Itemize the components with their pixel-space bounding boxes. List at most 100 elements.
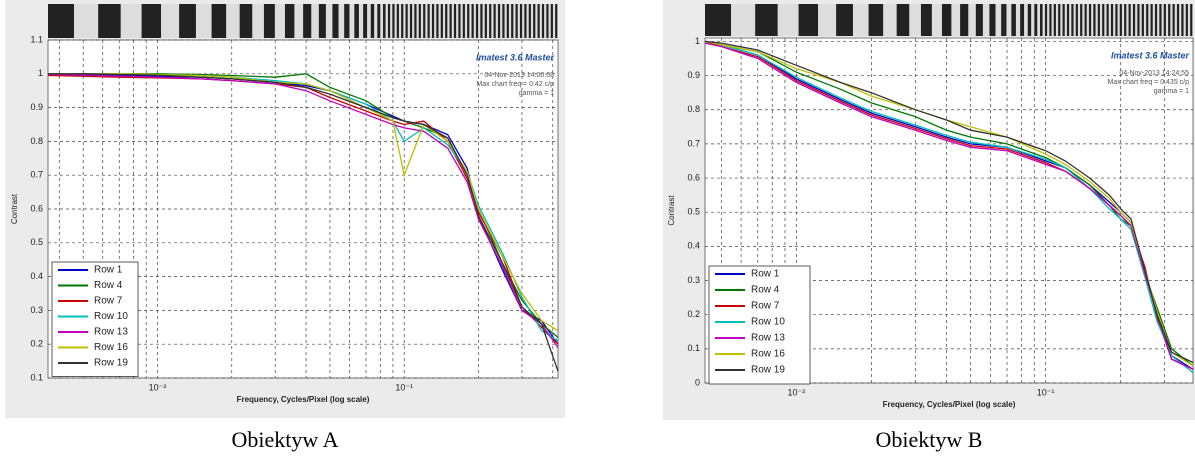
stripe: [406, 4, 408, 38]
y-tick-label: 1.1: [30, 34, 43, 44]
stripe: [240, 4, 253, 38]
stripe: [410, 4, 412, 38]
stripe: [489, 4, 491, 38]
stripe: [538, 4, 540, 38]
stripe: [463, 4, 465, 38]
stripe: [1142, 4, 1144, 36]
y-tick-label: 0.7: [687, 138, 700, 148]
stripe: [485, 4, 487, 38]
legend-label: Row 10: [751, 317, 785, 328]
stripe: [1085, 4, 1087, 36]
stripe: [445, 4, 447, 38]
x-tick-label: 10⁻¹: [395, 382, 413, 392]
legend-label: Row 4: [94, 280, 123, 291]
stripe: [303, 4, 311, 38]
y-tick-label: 0.5: [30, 237, 43, 247]
y-tick-label: 0.1: [687, 343, 700, 353]
stripe: [705, 4, 731, 36]
stripe: [1107, 4, 1109, 36]
legend-label: Row 19: [751, 365, 785, 376]
stripe: [551, 4, 553, 38]
annotation: Imatest 3.6 Master: [476, 52, 555, 62]
legend-label: Row 10: [94, 311, 128, 322]
stripe: [142, 4, 161, 38]
stripe: [1093, 4, 1095, 36]
stripe: [529, 4, 531, 38]
annotation: Max chart freq = 0.435 c/p: [1107, 79, 1189, 86]
y-axis-label: Contrast: [667, 195, 676, 226]
legend-label: Row 7: [94, 296, 123, 307]
legend-label: Row 19: [94, 358, 128, 369]
legend-label: Row 13: [94, 327, 128, 338]
legend-label: Row 4: [751, 285, 780, 296]
stripe: [942, 4, 951, 36]
stripe: [1071, 4, 1073, 36]
stripe: [371, 4, 374, 38]
caption: Obiektyw A: [232, 427, 339, 452]
legend-label: Row 1: [94, 265, 123, 276]
stripe: [960, 4, 968, 36]
stripe: [1133, 4, 1135, 36]
stripe: [98, 4, 120, 38]
y-tick-label: 0.6: [30, 203, 43, 213]
stripe: [869, 4, 884, 36]
stripe: [976, 4, 983, 36]
y-tick-label: 0.9: [30, 102, 43, 112]
y-tick-label: 0.8: [30, 136, 43, 146]
y-tick-label: 0.2: [30, 339, 43, 349]
stripe: [1028, 4, 1031, 36]
annotation: gamma = 1: [519, 90, 554, 97]
y-tick-label: 0.4: [30, 271, 43, 281]
y-tick-label: 1: [695, 36, 700, 46]
y-tick-label: 0.7: [30, 170, 43, 180]
stripe: [1049, 4, 1051, 36]
stripe: [755, 4, 777, 36]
annotation: Max chart freq = 0.42 c/p: [476, 81, 554, 88]
page: 0.1 0.2 0.3 0.4 0.5 0.6 0.7 0.8 0.9 1 1.1 10⁻² 10⁻¹ C…: [0, 0, 1195, 459]
stripe: [397, 4, 399, 38]
stripe: [414, 4, 416, 38]
stripe: [1102, 4, 1104, 36]
y-tick-label: 0.1: [30, 372, 43, 382]
stripe: [1067, 4, 1069, 36]
stripe: [533, 4, 535, 38]
stripe: [441, 4, 443, 38]
stripe: [507, 4, 509, 38]
stripe: [458, 4, 460, 38]
stripe: [1011, 4, 1016, 36]
y-tick-label: 0.4: [687, 241, 700, 251]
stripe: [1186, 4, 1188, 36]
legend-label: Row 13: [751, 333, 785, 344]
stripe: [989, 4, 995, 36]
stripe: [1159, 4, 1161, 36]
stripe: [388, 4, 390, 38]
stripe: [1098, 4, 1100, 36]
y-axis-label: Contrast: [10, 193, 19, 224]
stripe: [454, 4, 456, 38]
stripe: [494, 4, 496, 38]
stripe: [428, 4, 430, 38]
stripe: [1034, 4, 1037, 36]
stripe: [1115, 4, 1117, 36]
stripe: [1045, 4, 1047, 36]
stripe: [542, 4, 544, 38]
stripe: [1137, 4, 1139, 36]
stripe: [1054, 4, 1056, 36]
stripe: [377, 4, 380, 38]
y-tick-label: 0.6: [687, 172, 700, 182]
x-tick-label: 10⁻²: [149, 382, 167, 392]
x-axis-label: Frequency, Cycles/Pixel (log scale): [237, 395, 370, 404]
stripe: [363, 4, 367, 38]
y-tick-label: 0.3: [687, 275, 700, 285]
stripe: [1080, 4, 1082, 36]
stripe: [419, 4, 421, 38]
stripe: [1124, 4, 1126, 36]
stripe: [921, 4, 932, 36]
stripe: [1076, 4, 1078, 36]
stripe: [1181, 4, 1183, 36]
stripe: [432, 4, 434, 38]
stripe: [179, 4, 196, 38]
x-tick-label: 10⁻¹: [1037, 387, 1055, 397]
stripe: [555, 4, 557, 38]
y-tick-label: 1: [38, 68, 43, 78]
